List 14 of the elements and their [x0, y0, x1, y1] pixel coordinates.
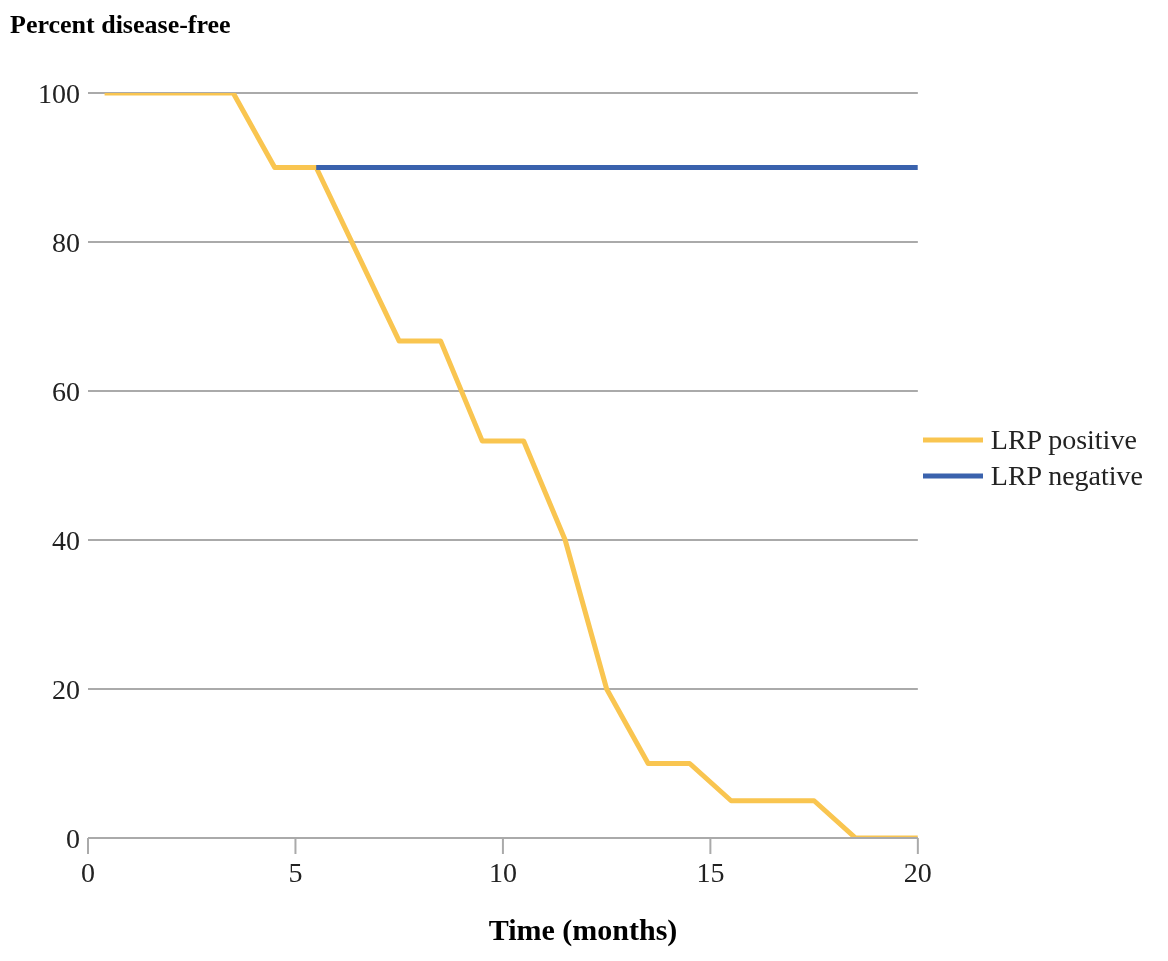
- x-tick-label: 10: [488, 856, 517, 888]
- x-axis-title: Time (months): [487, 913, 679, 947]
- y-axis-title: Percent disease-free: [10, 10, 232, 40]
- y-tick-label: 80: [52, 226, 80, 258]
- y-tick-label: 40: [52, 524, 80, 556]
- legend-label: LRP positive: [990, 423, 1137, 457]
- y-tick-label: 20: [52, 673, 80, 705]
- legend-label: LRP negative: [990, 459, 1143, 493]
- y-tick-label: 60: [52, 375, 80, 407]
- x-tick-label: 20: [903, 856, 932, 888]
- y-tick-label: 0: [66, 822, 80, 854]
- x-tick-label: 5: [288, 856, 303, 888]
- y-tick-label: 100: [38, 77, 80, 109]
- x-tick-label: 15: [696, 856, 725, 888]
